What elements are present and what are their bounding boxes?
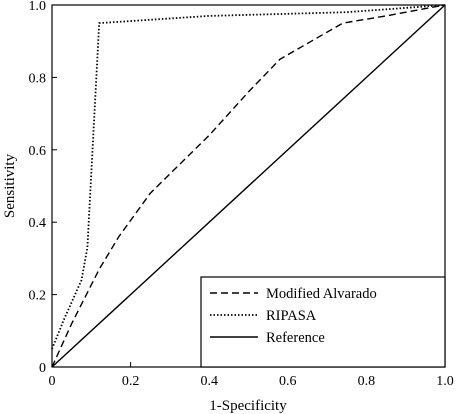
y-tick-label: 0.2 (29, 289, 47, 304)
legend-label-2: Reference (266, 330, 325, 346)
x-tick-label: 0 (49, 374, 56, 389)
legend-box (200, 276, 446, 368)
y-tick-label: 0.4 (29, 216, 47, 231)
series-layer (51, 4, 446, 368)
x-tick-label: 0.6 (279, 374, 297, 389)
y-tick-label: 0 (39, 361, 46, 376)
legend-label-1: RIPASA (266, 308, 317, 324)
series-line-1 (51, 4, 446, 350)
series-line-0 (51, 4, 446, 368)
legend-entries: Modified Alvarado RIPASA Reference (210, 286, 377, 346)
y-axis-label: Sensitivity (2, 153, 18, 218)
x-axis-label: 1-Specificity (209, 398, 287, 414)
x-tick-label: 0.8 (358, 374, 376, 389)
series-line-2 (51, 4, 446, 368)
x-tick-label: 1.0 (436, 374, 454, 389)
legend: Modified Alvarado RIPASA Reference (200, 276, 446, 368)
y-tick-label: 0.6 (29, 144, 47, 159)
tick-layer: 0 0.2 0.4 0.6 0.8 1.0 0 0.2 0.4 0.6 0.8 1.0 (29, 0, 454, 389)
x-tick-label: 0.4 (200, 374, 218, 389)
x-tick-label: 0.2 (122, 374, 140, 389)
y-tick-label: 0.8 (29, 71, 47, 86)
y-tick-label: 1.0 (29, 0, 47, 14)
legend-label-0: Modified Alvarado (266, 286, 377, 302)
